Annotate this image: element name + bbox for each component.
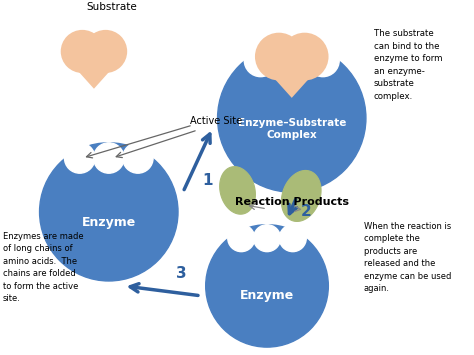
Text: 1: 1	[202, 173, 213, 188]
Circle shape	[64, 143, 95, 173]
Circle shape	[123, 143, 153, 173]
Polygon shape	[219, 166, 255, 214]
Text: Enzymes are made
of long chains of
amino acids.  The
chains are folded
to form t: Enzymes are made of long chains of amino…	[3, 231, 83, 303]
Text: Active Site: Active Site	[190, 116, 242, 126]
Text: 2: 2	[301, 204, 312, 219]
Text: When the reaction is
complete the
products are
released and the
enzyme can be us: When the reaction is complete the produc…	[364, 222, 451, 293]
Circle shape	[255, 33, 303, 81]
Circle shape	[61, 30, 104, 73]
Text: Reaction Products: Reaction Products	[235, 197, 349, 207]
Polygon shape	[256, 58, 328, 98]
Circle shape	[93, 143, 124, 173]
Text: The substrate
can bind to the
enzyme to form
an enzyme-
substrate
complex.: The substrate can bind to the enzyme to …	[374, 29, 442, 101]
Text: Enzyme: Enzyme	[82, 216, 136, 229]
Polygon shape	[62, 53, 127, 89]
Circle shape	[84, 30, 127, 73]
Polygon shape	[282, 170, 321, 222]
Circle shape	[206, 225, 328, 347]
Circle shape	[218, 44, 366, 192]
Text: 3: 3	[176, 266, 186, 280]
Text: Enzyme–Substrate
Complex: Enzyme–Substrate Complex	[237, 119, 346, 140]
Circle shape	[279, 225, 306, 252]
Circle shape	[275, 44, 308, 77]
Text: Substrate: Substrate	[86, 1, 137, 11]
Circle shape	[244, 44, 277, 77]
Circle shape	[254, 225, 281, 252]
Circle shape	[281, 33, 328, 81]
Text: Enzyme: Enzyme	[240, 289, 294, 302]
Circle shape	[307, 44, 339, 77]
Circle shape	[39, 143, 178, 281]
Circle shape	[228, 225, 255, 252]
